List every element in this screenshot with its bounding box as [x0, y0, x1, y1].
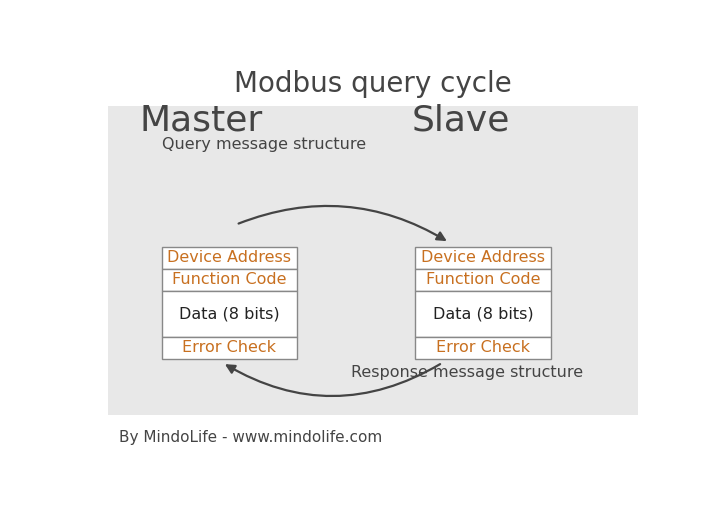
Text: Query message structure: Query message structure [162, 137, 365, 152]
Bar [416, 246, 551, 269]
Text: Error Check: Error Check [436, 340, 530, 355]
Bar [162, 269, 297, 291]
Bar [416, 269, 551, 291]
Bar [416, 291, 551, 336]
Text: Master: Master [139, 103, 263, 137]
Bar [162, 246, 297, 269]
Text: Function Code: Function Code [172, 272, 287, 287]
Text: By MindoLife - www.mindolife.com: By MindoLife - www.mindolife.com [119, 431, 382, 446]
Text: Data (8 bits): Data (8 bits) [179, 306, 280, 321]
Text: Error Check: Error Check [182, 340, 276, 355]
Text: Response message structure: Response message structure [351, 365, 582, 380]
Text: Device Address: Device Address [167, 250, 291, 265]
Text: Data (8 bits): Data (8 bits) [433, 306, 534, 321]
Bar [416, 336, 551, 359]
Text: Device Address: Device Address [421, 250, 545, 265]
Text: Function Code: Function Code [426, 272, 540, 287]
Bar [162, 291, 297, 336]
Bar [162, 336, 297, 359]
Text: Modbus query cycle: Modbus query cycle [234, 70, 512, 98]
FancyBboxPatch shape [108, 107, 638, 415]
Text: Slave: Slave [411, 103, 510, 137]
